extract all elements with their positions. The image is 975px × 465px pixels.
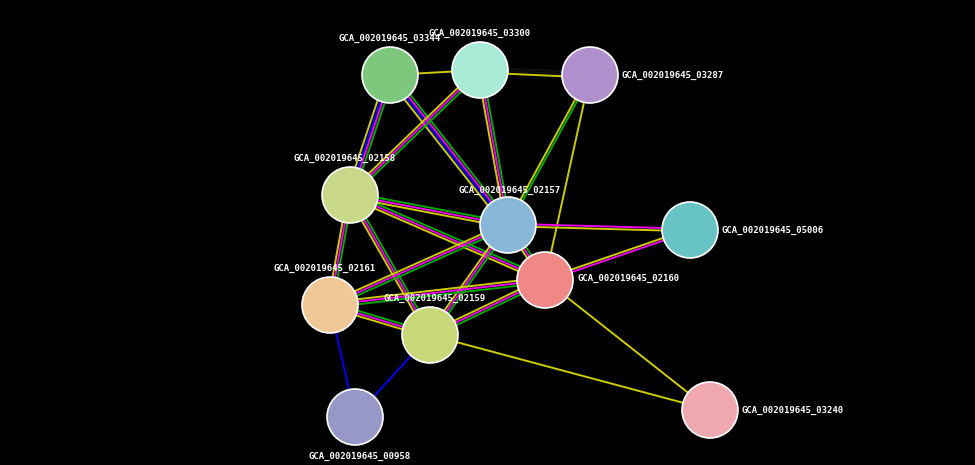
Circle shape xyxy=(362,47,418,103)
Circle shape xyxy=(517,252,573,308)
Circle shape xyxy=(682,382,738,438)
Circle shape xyxy=(327,389,383,445)
Circle shape xyxy=(562,47,618,103)
Circle shape xyxy=(302,277,358,333)
Text: GCA_002019645_03287: GCA_002019645_03287 xyxy=(622,70,724,80)
Text: GCA_002019645_03300: GCA_002019645_03300 xyxy=(429,29,531,38)
Text: GCA_002019645_02159: GCA_002019645_02159 xyxy=(384,294,487,303)
Text: GCA_002019645_02161: GCA_002019645_02161 xyxy=(274,264,376,273)
Circle shape xyxy=(322,167,378,223)
Circle shape xyxy=(402,307,458,363)
Text: GCA_002019645_03240: GCA_002019645_03240 xyxy=(742,405,844,415)
Circle shape xyxy=(480,197,536,253)
Text: GCA_002019645_00958: GCA_002019645_00958 xyxy=(309,452,411,461)
Text: GCA_002019645_05006: GCA_002019645_05006 xyxy=(722,226,824,234)
Text: GCA_002019645_02157: GCA_002019645_02157 xyxy=(459,186,561,195)
Text: GCA_002019645_03344: GCA_002019645_03344 xyxy=(339,34,441,43)
Text: GCA_002019645_02160: GCA_002019645_02160 xyxy=(577,273,680,283)
Circle shape xyxy=(452,42,508,98)
Text: GCA_002019645_02158: GCA_002019645_02158 xyxy=(293,154,396,163)
Circle shape xyxy=(662,202,718,258)
